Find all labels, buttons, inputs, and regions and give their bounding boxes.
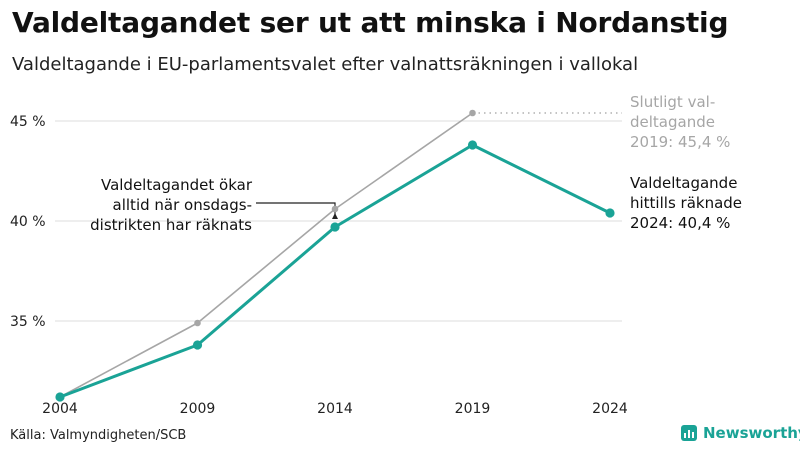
data-point-current <box>55 392 65 402</box>
wednesday-districts-note: Valdeltagandet ökar alltid när onsdags-di… <box>90 176 253 234</box>
gridlines <box>55 120 622 322</box>
x-tick-label: 2024 <box>592 401 628 417</box>
final-turnout-label: Slutligt val-deltagande 2019: 45,4 % <box>630 93 730 151</box>
annotations: Slutligt val-deltagande 2019: 45,4 % Valde… <box>90 93 742 234</box>
x-tick-label: 2009 <box>180 401 216 417</box>
note-arrow <box>256 202 336 217</box>
chart-subtitle: Valdeltagande i EU-parlamentsvalet efter… <box>12 54 639 75</box>
brand-name: Newsworthy <box>703 424 800 442</box>
data-point-final <box>469 109 476 117</box>
data-point-current <box>192 340 203 350</box>
data-point-final <box>194 319 201 327</box>
x-tick-label: 2014 <box>317 401 353 417</box>
data-point-final <box>331 205 339 213</box>
series-line-final <box>59 112 473 398</box>
x-tick-label: 2019 <box>455 401 491 417</box>
y-tick-label: 45 % <box>10 114 46 130</box>
y-tick-label: 35 % <box>10 314 46 330</box>
data-point-current <box>330 222 340 232</box>
x-axis-tick-labels: 2004 2009 2014 2019 2024 <box>42 401 628 417</box>
source-note: Källa: Valmyndigheten/SCB <box>10 428 187 443</box>
chart-title: Valdeltagandet ser ut att minska i Norda… <box>12 6 729 39</box>
data-point-current <box>605 208 615 218</box>
series <box>55 109 615 402</box>
y-axis-tick-labels: 35 % 40 % 45 % <box>10 114 46 330</box>
bar-chart-icon <box>681 425 697 441</box>
y-tick-label: 40 % <box>10 214 46 230</box>
line-chart: 35 % 40 % 45 % 2004 2009 2014 2019 2024 Slutli… <box>10 93 742 417</box>
x-tick-label: 2004 <box>42 401 78 417</box>
current-turnout-label: Valdeltagande hittills räknade 2024: 40,4 … <box>630 174 742 232</box>
newsworthy-logo: Newsworthy <box>681 424 800 442</box>
data-point-current <box>467 140 478 150</box>
note-arrow-head <box>332 213 338 219</box>
